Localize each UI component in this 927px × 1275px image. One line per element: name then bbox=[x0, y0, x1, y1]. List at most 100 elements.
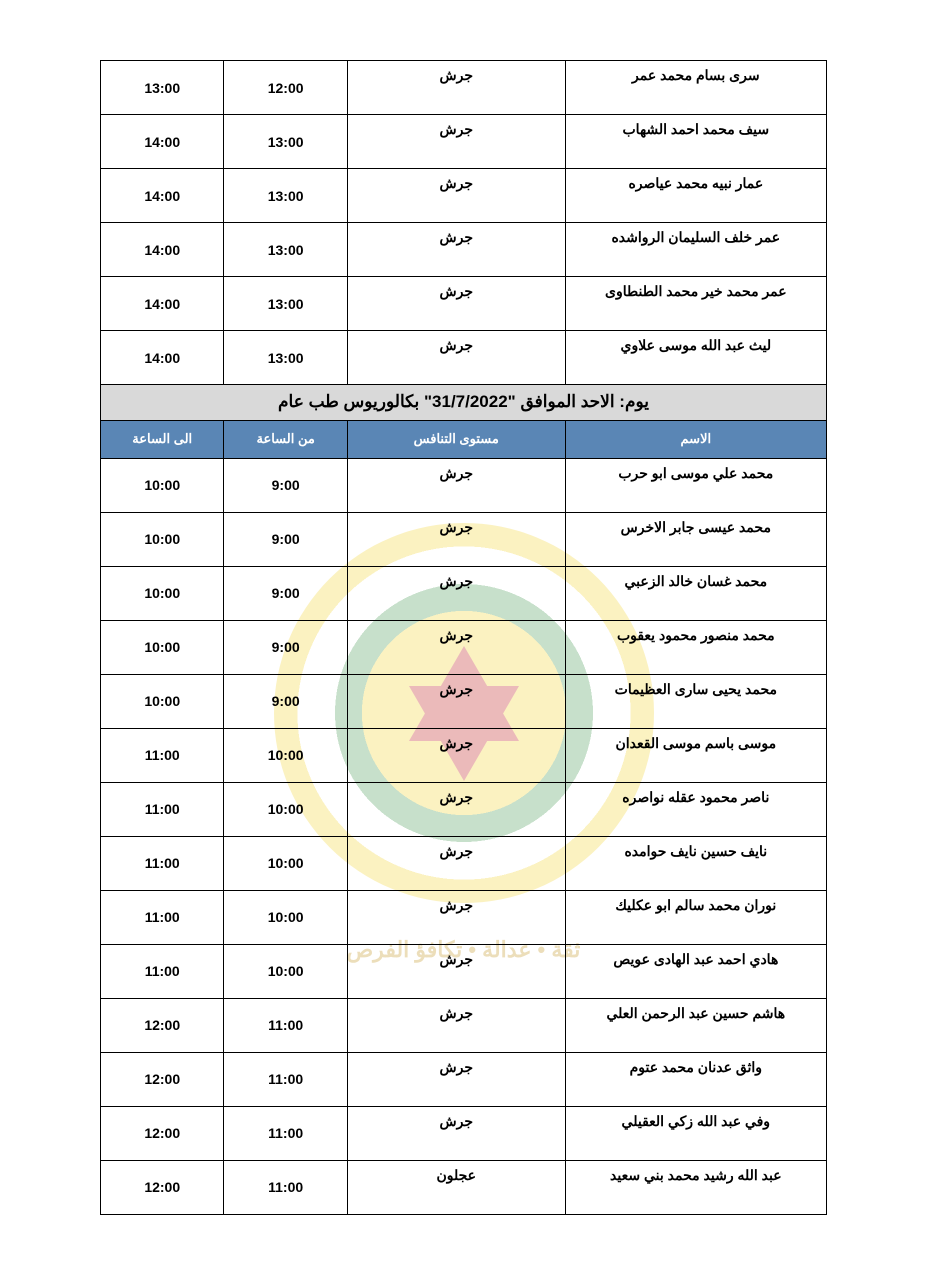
cell-to-time: 13:00 bbox=[101, 61, 224, 115]
section-title-suffix: بكالوريوس طب عام bbox=[278, 392, 424, 411]
cell-from-time: 13:00 bbox=[224, 277, 347, 331]
cell-from-time: 11:00 bbox=[224, 998, 347, 1052]
cell-name: عمار نبيه محمد عياصره bbox=[565, 169, 826, 223]
table-row: ليث عبد الله موسى علاويجرش13:0014:00 bbox=[101, 331, 827, 385]
table-row: محمد غسان خالد الزعبيجرش9:0010:00 bbox=[101, 566, 827, 620]
cell-to-time: 10:00 bbox=[101, 620, 224, 674]
cell-from-time: 13:00 bbox=[224, 331, 347, 385]
section-title-prefix: يوم: الاحد الموافق bbox=[516, 392, 649, 411]
cell-to-time: 11:00 bbox=[101, 890, 224, 944]
col-name: الاسم bbox=[565, 420, 826, 458]
cell-level: جرش bbox=[347, 728, 565, 782]
cell-from-time: 13:00 bbox=[224, 223, 347, 277]
cell-level: جرش bbox=[347, 620, 565, 674]
cell-name: نوران محمد سالم ابو عكليك bbox=[565, 890, 826, 944]
cell-level: جرش bbox=[347, 115, 565, 169]
section-title-date: "31/7/2022" bbox=[424, 392, 516, 412]
table-row: سيف محمد احمد الشهابجرش13:0014:00 bbox=[101, 115, 827, 169]
cell-from-time: 9:00 bbox=[224, 512, 347, 566]
cell-to-time: 14:00 bbox=[101, 277, 224, 331]
cell-from-time: 10:00 bbox=[224, 890, 347, 944]
cell-level: جرش bbox=[347, 277, 565, 331]
cell-level: جرش bbox=[347, 512, 565, 566]
cell-to-time: 14:00 bbox=[101, 115, 224, 169]
cell-level: جرش bbox=[347, 566, 565, 620]
table-row: وفي عبد الله زكي العقيليجرش11:0012:00 bbox=[101, 1106, 827, 1160]
cell-name: محمد يحيى سارى العظيمات bbox=[565, 674, 826, 728]
cell-name: عمر خلف السليمان الرواشده bbox=[565, 223, 826, 277]
table-2-body: محمد علي موسى ابو حربجرش9:0010:00محمد عي… bbox=[101, 458, 827, 1214]
section-title-cell: يوم: الاحد الموافق "31/7/2022" بكالوريوس… bbox=[101, 384, 827, 420]
cell-from-time: 10:00 bbox=[224, 944, 347, 998]
cell-to-time: 11:00 bbox=[101, 944, 224, 998]
cell-name: موسى باسم موسى القعدان bbox=[565, 728, 826, 782]
cell-to-time: 12:00 bbox=[101, 1052, 224, 1106]
main-content: سرى بسام محمد عمرجرش12:0013:00سيف محمد ا… bbox=[100, 60, 827, 1215]
cell-from-time: 11:00 bbox=[224, 1160, 347, 1214]
cell-level: جرش bbox=[347, 998, 565, 1052]
cell-name: محمد علي موسى ابو حرب bbox=[565, 458, 826, 512]
cell-from-time: 10:00 bbox=[224, 728, 347, 782]
table-row: نايف حسين نايف حوامدهجرش10:0011:00 bbox=[101, 836, 827, 890]
cell-to-time: 14:00 bbox=[101, 223, 224, 277]
cell-to-time: 12:00 bbox=[101, 1106, 224, 1160]
cell-from-time: 9:00 bbox=[224, 566, 347, 620]
cell-name: سرى بسام محمد عمر bbox=[565, 61, 826, 115]
cell-from-time: 9:00 bbox=[224, 620, 347, 674]
cell-from-time: 9:00 bbox=[224, 674, 347, 728]
cell-name: هاشم حسين عبد الرحمن العلي bbox=[565, 998, 826, 1052]
cell-level: جرش bbox=[347, 944, 565, 998]
cell-level: جرش bbox=[347, 1106, 565, 1160]
cell-to-time: 11:00 bbox=[101, 836, 224, 890]
cell-name: ناصر محمود عقله نواصره bbox=[565, 782, 826, 836]
cell-name: وفي عبد الله زكي العقيلي bbox=[565, 1106, 826, 1160]
table-row: عمار نبيه محمد عياصرهجرش13:0014:00 bbox=[101, 169, 827, 223]
table-row: سرى بسام محمد عمرجرش12:0013:00 bbox=[101, 61, 827, 115]
table-row: عمر محمد خير محمد الطنطاوىجرش13:0014:00 bbox=[101, 277, 827, 331]
table-row: نوران محمد سالم ابو عكليكجرش10:0011:00 bbox=[101, 890, 827, 944]
cell-level: جرش bbox=[347, 169, 565, 223]
table-row: هاشم حسين عبد الرحمن العليجرش11:0012:00 bbox=[101, 998, 827, 1052]
table-row: هادي احمد عبد الهادى عويصجرش10:0011:00 bbox=[101, 944, 827, 998]
table-row: محمد منصور محمود يعقوبجرش9:0010:00 bbox=[101, 620, 827, 674]
cell-to-time: 10:00 bbox=[101, 512, 224, 566]
col-from: من الساعة bbox=[224, 420, 347, 458]
cell-name: سيف محمد احمد الشهاب bbox=[565, 115, 826, 169]
cell-name: واثق عدنان محمد عتوم bbox=[565, 1052, 826, 1106]
cell-name: عبد الله رشيد محمد بني سعيد bbox=[565, 1160, 826, 1214]
cell-from-time: 13:00 bbox=[224, 169, 347, 223]
cell-from-time: 12:00 bbox=[224, 61, 347, 115]
table-row: موسى باسم موسى القعدانجرش10:0011:00 bbox=[101, 728, 827, 782]
cell-level: جرش bbox=[347, 458, 565, 512]
section-header-row: يوم: الاحد الموافق "31/7/2022" بكالوريوس… bbox=[101, 384, 827, 420]
table-row: محمد علي موسى ابو حربجرش9:0010:00 bbox=[101, 458, 827, 512]
cell-to-time: 11:00 bbox=[101, 782, 224, 836]
cell-to-time: 10:00 bbox=[101, 458, 224, 512]
column-header-row: الاسم مستوى التنافس من الساعة الى الساعة bbox=[101, 420, 827, 458]
cell-from-time: 10:00 bbox=[224, 782, 347, 836]
cell-name: نايف حسين نايف حوامده bbox=[565, 836, 826, 890]
cell-to-time: 12:00 bbox=[101, 1160, 224, 1214]
cell-level: جرش bbox=[347, 223, 565, 277]
cell-to-time: 14:00 bbox=[101, 331, 224, 385]
cell-name: هادي احمد عبد الهادى عويص bbox=[565, 944, 826, 998]
cell-from-time: 11:00 bbox=[224, 1052, 347, 1106]
cell-from-time: 9:00 bbox=[224, 458, 347, 512]
cell-to-time: 10:00 bbox=[101, 674, 224, 728]
cell-to-time: 11:00 bbox=[101, 728, 224, 782]
cell-from-time: 13:00 bbox=[224, 115, 347, 169]
cell-level: جرش bbox=[347, 890, 565, 944]
cell-from-time: 11:00 bbox=[224, 1106, 347, 1160]
cell-to-time: 12:00 bbox=[101, 998, 224, 1052]
cell-from-time: 10:00 bbox=[224, 836, 347, 890]
cell-name: ليث عبد الله موسى علاوي bbox=[565, 331, 826, 385]
table-row: محمد عيسى جابر الاخرسجرش9:0010:00 bbox=[101, 512, 827, 566]
cell-name: محمد عيسى جابر الاخرس bbox=[565, 512, 826, 566]
cell-level: جرش bbox=[347, 674, 565, 728]
table-1-body: سرى بسام محمد عمرجرش12:0013:00سيف محمد ا… bbox=[101, 61, 827, 385]
schedule-table-1: سرى بسام محمد عمرجرش12:0013:00سيف محمد ا… bbox=[100, 60, 827, 385]
col-to: الى الساعة bbox=[101, 420, 224, 458]
cell-level: جرش bbox=[347, 782, 565, 836]
table-row: محمد يحيى سارى العظيماتجرش9:0010:00 bbox=[101, 674, 827, 728]
table-row: عمر خلف السليمان الرواشدهجرش13:0014:00 bbox=[101, 223, 827, 277]
